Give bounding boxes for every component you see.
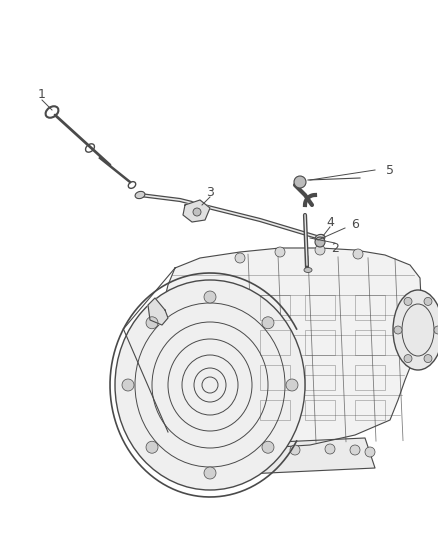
Ellipse shape	[393, 290, 438, 370]
Ellipse shape	[315, 235, 325, 241]
Circle shape	[262, 441, 274, 453]
Circle shape	[204, 291, 216, 303]
Circle shape	[262, 317, 274, 329]
Polygon shape	[183, 200, 210, 222]
Polygon shape	[148, 298, 168, 325]
Circle shape	[404, 297, 412, 305]
Circle shape	[404, 354, 412, 362]
Text: 5: 5	[386, 164, 394, 176]
Text: 4: 4	[326, 215, 334, 229]
Circle shape	[225, 450, 235, 460]
Circle shape	[235, 253, 245, 263]
Polygon shape	[155, 248, 422, 448]
Text: 3: 3	[206, 185, 214, 198]
Text: 1: 1	[38, 88, 46, 101]
Circle shape	[122, 379, 134, 391]
Circle shape	[424, 297, 432, 305]
Circle shape	[286, 379, 298, 391]
Circle shape	[424, 354, 432, 362]
Ellipse shape	[115, 280, 305, 490]
Circle shape	[315, 237, 325, 247]
Text: 6: 6	[351, 219, 359, 231]
Circle shape	[350, 445, 360, 455]
Circle shape	[255, 447, 265, 457]
Circle shape	[353, 249, 363, 259]
Text: 2: 2	[331, 241, 339, 254]
Circle shape	[146, 317, 158, 329]
Circle shape	[204, 467, 216, 479]
Ellipse shape	[304, 268, 312, 272]
Circle shape	[325, 444, 335, 454]
Circle shape	[365, 447, 375, 457]
Circle shape	[394, 326, 402, 334]
Circle shape	[193, 208, 201, 216]
Circle shape	[146, 441, 158, 453]
Ellipse shape	[135, 191, 145, 199]
Circle shape	[290, 445, 300, 455]
Circle shape	[315, 245, 325, 255]
Circle shape	[294, 176, 306, 188]
Polygon shape	[215, 438, 375, 475]
Circle shape	[275, 247, 285, 257]
Circle shape	[434, 326, 438, 334]
